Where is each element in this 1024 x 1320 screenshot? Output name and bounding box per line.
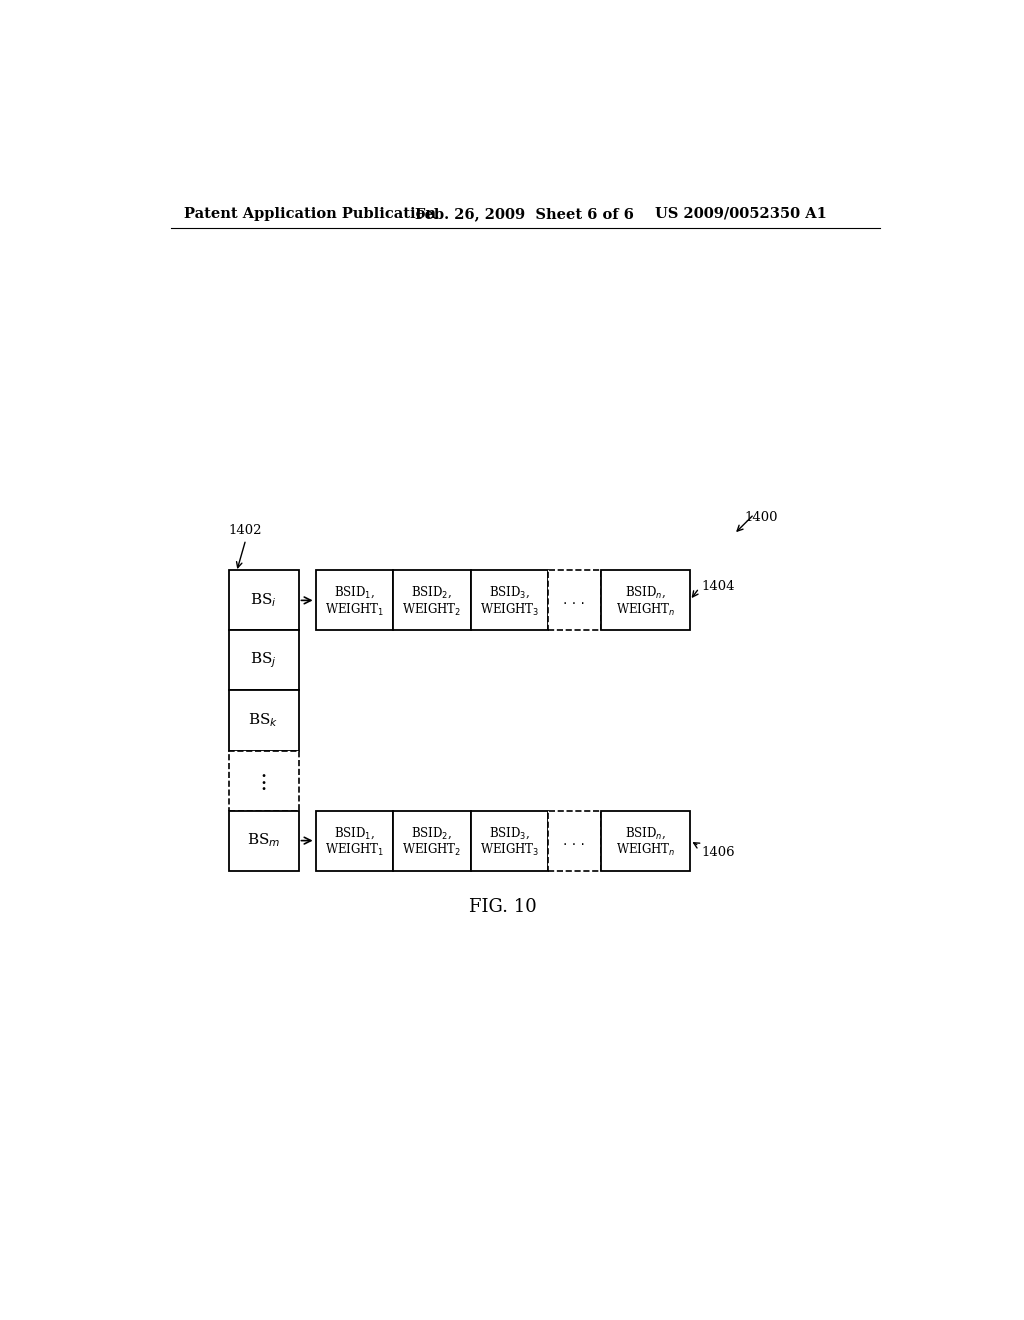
Text: Feb. 26, 2009  Sheet 6 of 6: Feb. 26, 2009 Sheet 6 of 6 xyxy=(415,207,634,220)
Bar xyxy=(601,810,690,871)
Bar xyxy=(228,690,299,751)
Text: 1402: 1402 xyxy=(228,524,262,537)
Text: . . .: . . . xyxy=(563,594,586,607)
Bar xyxy=(471,570,548,631)
Bar xyxy=(393,810,471,871)
Text: WEIGHT$_3$: WEIGHT$_3$ xyxy=(479,842,539,858)
Text: WEIGHT$_1$: WEIGHT$_1$ xyxy=(325,602,384,618)
Text: BS$_k$: BS$_k$ xyxy=(249,711,279,730)
Text: $\bullet$: $\bullet$ xyxy=(260,781,267,792)
Text: BSID$_3$,: BSID$_3$, xyxy=(488,825,529,841)
Text: 1406: 1406 xyxy=(701,846,735,859)
Text: WEIGHT$_n$: WEIGHT$_n$ xyxy=(615,842,675,858)
Text: US 2009/0052350 A1: US 2009/0052350 A1 xyxy=(655,207,826,220)
Text: WEIGHT$_n$: WEIGHT$_n$ xyxy=(615,602,675,618)
Bar xyxy=(315,810,393,871)
Text: BS$_i$: BS$_i$ xyxy=(250,591,276,610)
Text: WEIGHT$_1$: WEIGHT$_1$ xyxy=(325,842,384,858)
Text: BSID$_3$,: BSID$_3$, xyxy=(488,585,529,601)
Text: BSID$_1$,: BSID$_1$, xyxy=(334,825,375,841)
Text: BSID$_2$,: BSID$_2$, xyxy=(412,585,453,601)
Text: WEIGHT$_3$: WEIGHT$_3$ xyxy=(479,602,539,618)
Bar xyxy=(548,810,601,871)
Text: $\bullet$: $\bullet$ xyxy=(260,776,267,785)
Text: Patent Application Publication: Patent Application Publication xyxy=(183,207,436,220)
Text: $\bullet$: $\bullet$ xyxy=(260,770,267,779)
Text: BSID$_2$,: BSID$_2$, xyxy=(412,825,453,841)
Text: BS$_m$: BS$_m$ xyxy=(247,832,281,850)
Text: BSID$_n$,: BSID$_n$, xyxy=(625,825,666,841)
Text: BS$_j$: BS$_j$ xyxy=(250,651,278,671)
Bar xyxy=(228,751,299,810)
Text: WEIGHT$_2$: WEIGHT$_2$ xyxy=(402,842,462,858)
Bar xyxy=(601,570,690,631)
Bar xyxy=(315,570,393,631)
Text: FIG. 10: FIG. 10 xyxy=(469,898,537,916)
Text: WEIGHT$_2$: WEIGHT$_2$ xyxy=(402,602,462,618)
Text: 1400: 1400 xyxy=(744,511,777,524)
Text: 1404: 1404 xyxy=(701,579,735,593)
Text: BSID$_n$,: BSID$_n$, xyxy=(625,585,666,601)
Bar xyxy=(471,810,548,871)
Bar xyxy=(228,631,299,690)
Bar xyxy=(228,810,299,871)
Bar xyxy=(393,570,471,631)
Text: . . .: . . . xyxy=(563,834,586,847)
Bar xyxy=(228,570,299,631)
Text: BSID$_1$,: BSID$_1$, xyxy=(334,585,375,601)
Bar xyxy=(548,570,601,631)
